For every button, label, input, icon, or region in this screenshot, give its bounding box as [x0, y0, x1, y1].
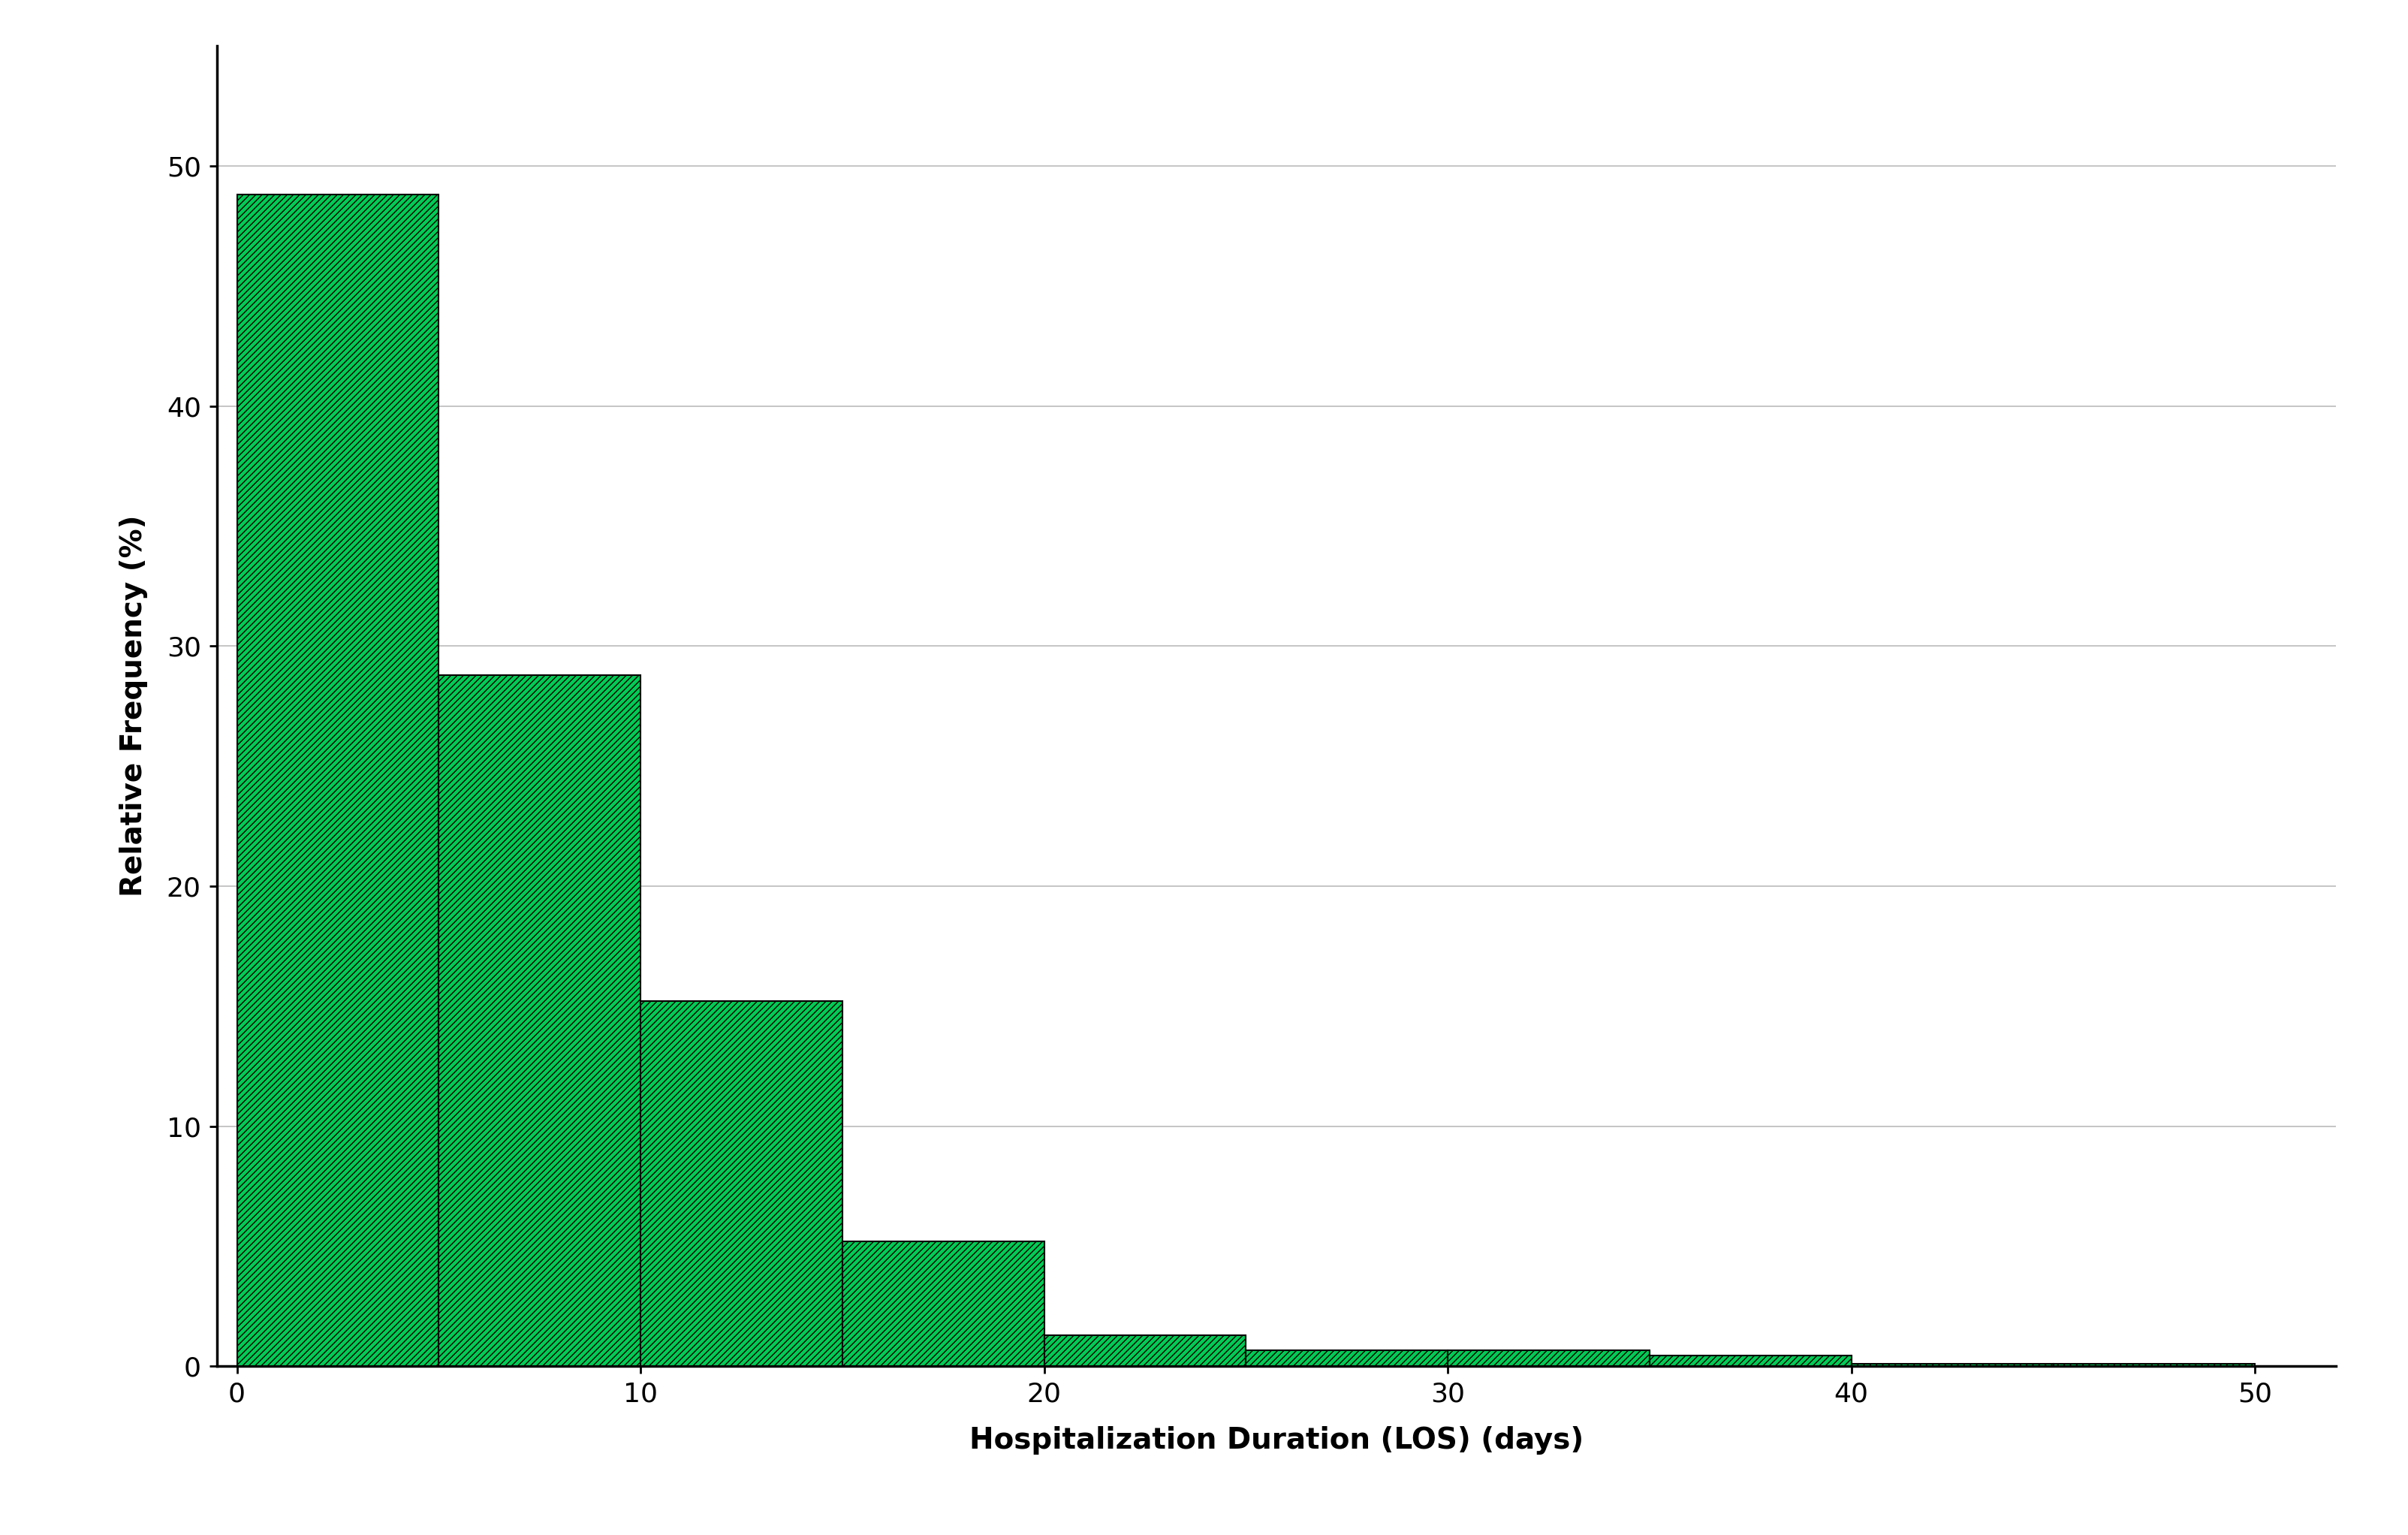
Y-axis label: Relative Frequency (%): Relative Frequency (%) — [120, 516, 147, 896]
Bar — [438, 675, 641, 1366]
Bar — [1045, 1335, 1245, 1366]
Bar — [641, 1001, 843, 1366]
Bar — [1447, 1351, 1649, 1366]
Bar — [1649, 1355, 1852, 1366]
X-axis label: Hospitalization Duration (LOS) (days): Hospitalization Duration (LOS) (days) — [968, 1426, 1584, 1455]
Bar — [843, 1242, 1045, 1366]
Bar — [1852, 1363, 2054, 1366]
Bar — [1245, 1351, 1447, 1366]
Bar — [2054, 1363, 2254, 1366]
Bar — [236, 195, 438, 1366]
